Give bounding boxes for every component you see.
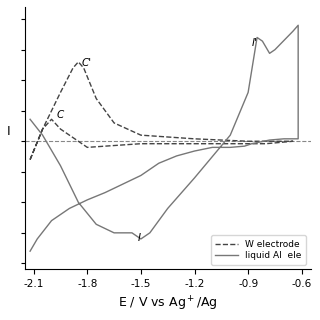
X-axis label: E / V vs Ag$^+$/Ag: E / V vs Ag$^+$/Ag xyxy=(118,295,218,313)
Legend: W electrode, liquid Al  ele: W electrode, liquid Al ele xyxy=(211,235,306,265)
Text: I: I xyxy=(137,233,140,244)
Text: C: C xyxy=(57,110,64,120)
Y-axis label: I: I xyxy=(7,125,11,138)
Text: I': I' xyxy=(252,38,258,48)
Text: C': C' xyxy=(82,58,92,68)
